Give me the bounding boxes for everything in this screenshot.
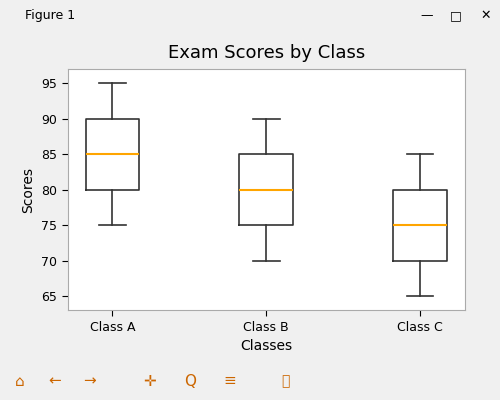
Text: ⌂: ⌂ xyxy=(15,374,25,388)
Text: Q: Q xyxy=(184,374,196,388)
Text: ✕: ✕ xyxy=(480,9,490,22)
X-axis label: Classes: Classes xyxy=(240,339,292,353)
Text: 💾: 💾 xyxy=(281,374,289,388)
Text: →: → xyxy=(84,374,96,388)
Text: ✛: ✛ xyxy=(144,374,156,388)
Y-axis label: Scores: Scores xyxy=(22,166,36,212)
Text: □: □ xyxy=(450,9,462,22)
Text: ←: ← xyxy=(48,374,62,388)
Title: Exam Scores by Class: Exam Scores by Class xyxy=(168,44,365,62)
Text: —: — xyxy=(420,9,432,22)
Text: Figure 1: Figure 1 xyxy=(25,9,75,22)
Text: ≡: ≡ xyxy=(224,374,236,388)
